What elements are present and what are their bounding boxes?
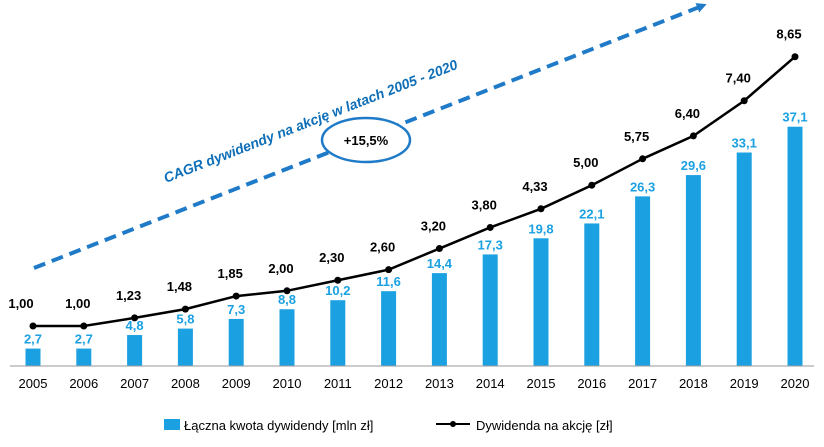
line-point-2011: [334, 276, 342, 284]
bar-series: [25, 126, 803, 366]
bar-label-2014: 17,3: [478, 237, 503, 252]
x-tick-2017: 2017: [628, 376, 657, 391]
line-point-2014: [486, 223, 494, 231]
line-label-2014: 3,80: [472, 197, 497, 212]
line-label-2010: 2,00: [268, 261, 293, 276]
line-point-2009: [232, 292, 240, 300]
bar-label-2017: 26,3: [630, 179, 655, 194]
line-label-2011: 2,30: [319, 250, 344, 265]
line-data-labels: 1,00 1,00 1,23 1,48 1,85 2,00 2,30 2,60 3,20 3,80…: [8, 27, 801, 311]
x-tick-2014: 2014: [476, 376, 505, 391]
line-point-2006: [80, 322, 88, 330]
legend-line-label: Dywidenda na akcję [zł]: [476, 418, 613, 433]
line-point-2018: [689, 132, 697, 140]
bar-label-2016: 22,1: [579, 206, 604, 221]
line-point-2016: [588, 181, 596, 189]
bar-2016: [584, 223, 600, 366]
bar-label-2015: 19,8: [528, 221, 553, 236]
x-tick-2007: 2007: [120, 376, 149, 391]
line-label-2006: 1,00: [65, 296, 90, 311]
line-label-2009: 1,85: [218, 266, 243, 281]
bar-2018: [685, 175, 701, 366]
line-point-2005: [29, 322, 37, 330]
bar-2020: [787, 126, 803, 366]
line-path: [33, 55, 796, 328]
cagr-annotation: CAGR dywidendy na akcję w latach 2005 - …: [33, 3, 707, 270]
line-point-2013: [435, 245, 443, 253]
bar-2008: [177, 328, 193, 366]
line-series: [29, 53, 799, 330]
bar-label-2019: 33,1: [732, 136, 757, 151]
x-tick-2008: 2008: [171, 376, 200, 391]
x-tick-2018: 2018: [679, 376, 708, 391]
bar-2011: [330, 300, 346, 366]
line-point-2007: [131, 314, 139, 322]
x-tick-2015: 2015: [527, 376, 556, 391]
line-point-2010: [283, 287, 291, 295]
bar-2014: [482, 254, 498, 366]
line-point-2012: [385, 266, 393, 274]
line-label-2016: 5,00: [573, 155, 598, 170]
bar-2015: [533, 238, 549, 366]
line-label-2007: 1,23: [116, 288, 141, 303]
bar-label-2013: 14,4: [427, 256, 453, 271]
line-point-2020: [791, 53, 799, 61]
x-tick-2012: 2012: [374, 376, 403, 391]
bar-2007: [127, 335, 143, 366]
line-point-2017: [639, 155, 647, 163]
x-tick-labels: 2005 2006 2007 2008 2009 2010 2011 2012 2013 2014…: [19, 376, 810, 391]
x-tick-2020: 2020: [781, 376, 810, 391]
bar-label-2011: 10,2: [325, 283, 350, 298]
cagr-text: CAGR dywidendy na akcję w latach 2005 - …: [161, 56, 460, 186]
bar-2010: [279, 309, 295, 366]
x-tick-2005: 2005: [19, 376, 48, 391]
bar-label-2008: 5,8: [176, 312, 194, 327]
bar-label-2018: 29,6: [681, 158, 706, 173]
bar-label-2010: 8,8: [278, 292, 296, 307]
line-label-2019: 7,40: [726, 71, 751, 86]
x-tick-2013: 2013: [425, 376, 454, 391]
line-point-2008: [181, 305, 189, 313]
bar-2006: [76, 348, 92, 366]
cagr-ellipse: [320, 116, 412, 164]
line-label-2013: 3,20: [421, 219, 446, 234]
bar-2019: [736, 152, 752, 366]
x-tick-2019: 2019: [730, 376, 759, 391]
x-tick-2011: 2011: [324, 376, 352, 391]
legend: Łączna kwota dywidendy [mln zł] Dywidend…: [164, 418, 613, 433]
bar-label-2020: 37,1: [782, 110, 807, 125]
bar-label-2007: 4,8: [126, 318, 144, 333]
bar-2013: [431, 273, 447, 366]
line-label-2012: 2,60: [370, 240, 395, 255]
bar-2009: [228, 318, 244, 366]
bar-2005: [25, 348, 41, 366]
bar-label-2005: 2,7: [24, 332, 42, 347]
bar-label-2012: 11,6: [376, 274, 401, 289]
x-tick-2016: 2016: [577, 376, 606, 391]
line-label-2005: 1,00: [8, 296, 33, 311]
bar-label-2006: 2,7: [75, 332, 93, 347]
line-label-2017: 5,75: [624, 129, 649, 144]
cagr-value: +15,5%: [344, 133, 389, 148]
bar-2017: [635, 196, 651, 366]
line-label-2015: 4,33: [522, 179, 547, 194]
legend-bar-swatch: [164, 419, 180, 430]
bar-2012: [381, 291, 397, 366]
line-point-2015: [537, 205, 545, 213]
x-tick-2010: 2010: [273, 376, 302, 391]
line-point-2019: [740, 97, 748, 105]
bar-label-2009: 7,3: [227, 302, 245, 317]
x-tick-2006: 2006: [69, 376, 98, 391]
legend-bar-label: Łączna kwota dywidendy [mln zł]: [184, 418, 373, 433]
line-label-2018: 6,40: [675, 106, 700, 121]
line-label-2008: 1,48: [167, 279, 192, 294]
legend-line-marker: [450, 421, 456, 427]
line-label-2020: 8,65: [776, 27, 801, 42]
bar-data-labels: 2,7 2,7 4,8 5,8 7,3 8,8 10,2 11,6 14,4 17,3 19,8 22…: [24, 110, 808, 347]
cagr-arrow: [33, 3, 707, 270]
x-tick-2009: 2009: [222, 376, 251, 391]
